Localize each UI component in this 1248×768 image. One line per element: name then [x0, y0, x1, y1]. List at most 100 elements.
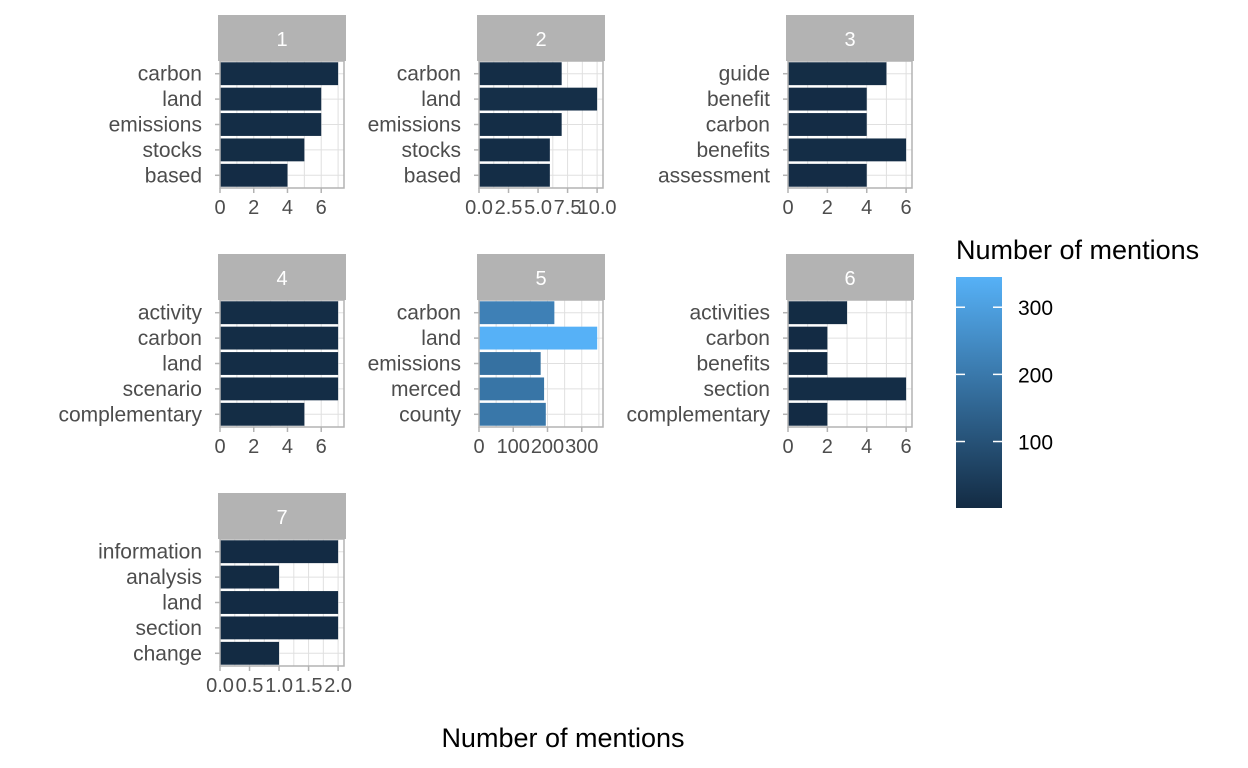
bar: [220, 616, 339, 640]
category-label: land: [162, 592, 202, 615]
facet-strip-label: 2: [535, 29, 546, 51]
x-tick-label: 0: [473, 436, 484, 458]
x-tick-label: 0: [214, 436, 225, 458]
bar: [220, 62, 339, 86]
panel-border: [219, 299, 345, 428]
x-tick-label: 0: [782, 436, 793, 458]
category-label: merced: [391, 378, 461, 401]
bar: [220, 352, 339, 375]
category-label: carbon: [397, 63, 461, 86]
category-label: scenario: [123, 378, 202, 401]
bar: [220, 326, 339, 350]
x-tick-label: 0.5: [236, 675, 264, 697]
bar: [788, 402, 828, 426]
panel-border: [787, 299, 913, 428]
category-label: emissions: [109, 114, 202, 137]
bar: [220, 565, 280, 589]
category-label: land: [421, 327, 461, 350]
category-label: land: [421, 88, 461, 111]
category-label: benefit: [707, 88, 770, 111]
category-label: change: [133, 642, 202, 665]
legend-ticks: 100 200 300: [956, 297, 1053, 455]
facet-strip-label: 4: [276, 268, 287, 290]
bar: [220, 113, 322, 136]
x-tick-label: 0.0: [465, 197, 493, 219]
bar: [220, 402, 305, 426]
x-axis-title: Number of mentions: [441, 723, 684, 753]
facet-strip: [477, 254, 605, 300]
bar: [788, 301, 848, 325]
x-tick-label: 0.0: [206, 675, 234, 697]
x-tick-label: 2.5: [495, 197, 523, 219]
x-tick-label: 2: [248, 436, 259, 458]
facet-strip: [786, 254, 914, 300]
bar: [220, 641, 280, 665]
bar: [479, 326, 598, 350]
facet-strip: [218, 254, 346, 300]
x-tick-label: 7.5: [554, 197, 582, 219]
bar: [479, 163, 550, 187]
facet-strip-label: 7: [276, 507, 287, 529]
x-tick-label: 100: [497, 436, 530, 458]
facet-strip: [786, 15, 914, 61]
x-tick-label: 4: [282, 197, 293, 219]
x-tick-label: 6: [316, 197, 327, 219]
bar: [479, 138, 550, 162]
category-label: emissions: [368, 353, 461, 376]
bar: [479, 402, 546, 426]
bar: [220, 163, 288, 187]
legend-tick-label: 300: [1018, 297, 1053, 320]
bar: [788, 62, 887, 86]
bar: [220, 87, 322, 111]
bar: [788, 113, 867, 136]
category-label: section: [703, 378, 770, 401]
panel-border: [787, 60, 913, 189]
category-label: carbon: [138, 327, 202, 350]
x-tick-label: 6: [316, 436, 327, 458]
bar: [788, 352, 828, 375]
category-label: based: [404, 164, 461, 187]
x-tick-label: 5.0: [524, 197, 552, 219]
legend-colorbar: [956, 277, 1002, 508]
bar: [220, 540, 339, 564]
legend-title: Number of mentions: [956, 235, 1199, 265]
category-label: benefits: [696, 139, 770, 162]
bar: [788, 326, 828, 350]
x-tick-label: 4: [861, 436, 872, 458]
legend-tick-label: 200: [1018, 364, 1053, 387]
facet-strip-label: 3: [844, 29, 855, 51]
bar: [788, 163, 867, 187]
category-label: assessment: [658, 164, 770, 187]
x-tick-label: 300: [565, 436, 598, 458]
x-tick-label: 2: [822, 436, 833, 458]
facet-strip-label: 6: [844, 268, 855, 290]
bar: [479, 377, 545, 401]
category-label: information: [98, 541, 202, 564]
x-tick-label: 2: [822, 197, 833, 219]
category-label: land: [162, 353, 202, 376]
bar: [220, 591, 339, 614]
bar: [788, 87, 867, 111]
category-label: activities: [689, 302, 770, 325]
panel-border: [219, 538, 345, 667]
x-tick-label: 6: [901, 436, 912, 458]
bar: [479, 87, 598, 111]
category-label: guide: [719, 63, 770, 86]
bar: [479, 62, 562, 86]
facet-strip-label: 5: [535, 268, 546, 290]
x-tick-label: 2: [248, 197, 259, 219]
panel-border: [219, 60, 345, 189]
category-label: carbon: [397, 302, 461, 325]
facet-strip-label: 1: [276, 29, 287, 51]
category-label: land: [162, 88, 202, 111]
category-label: carbon: [706, 114, 770, 137]
bar: [788, 138, 907, 162]
